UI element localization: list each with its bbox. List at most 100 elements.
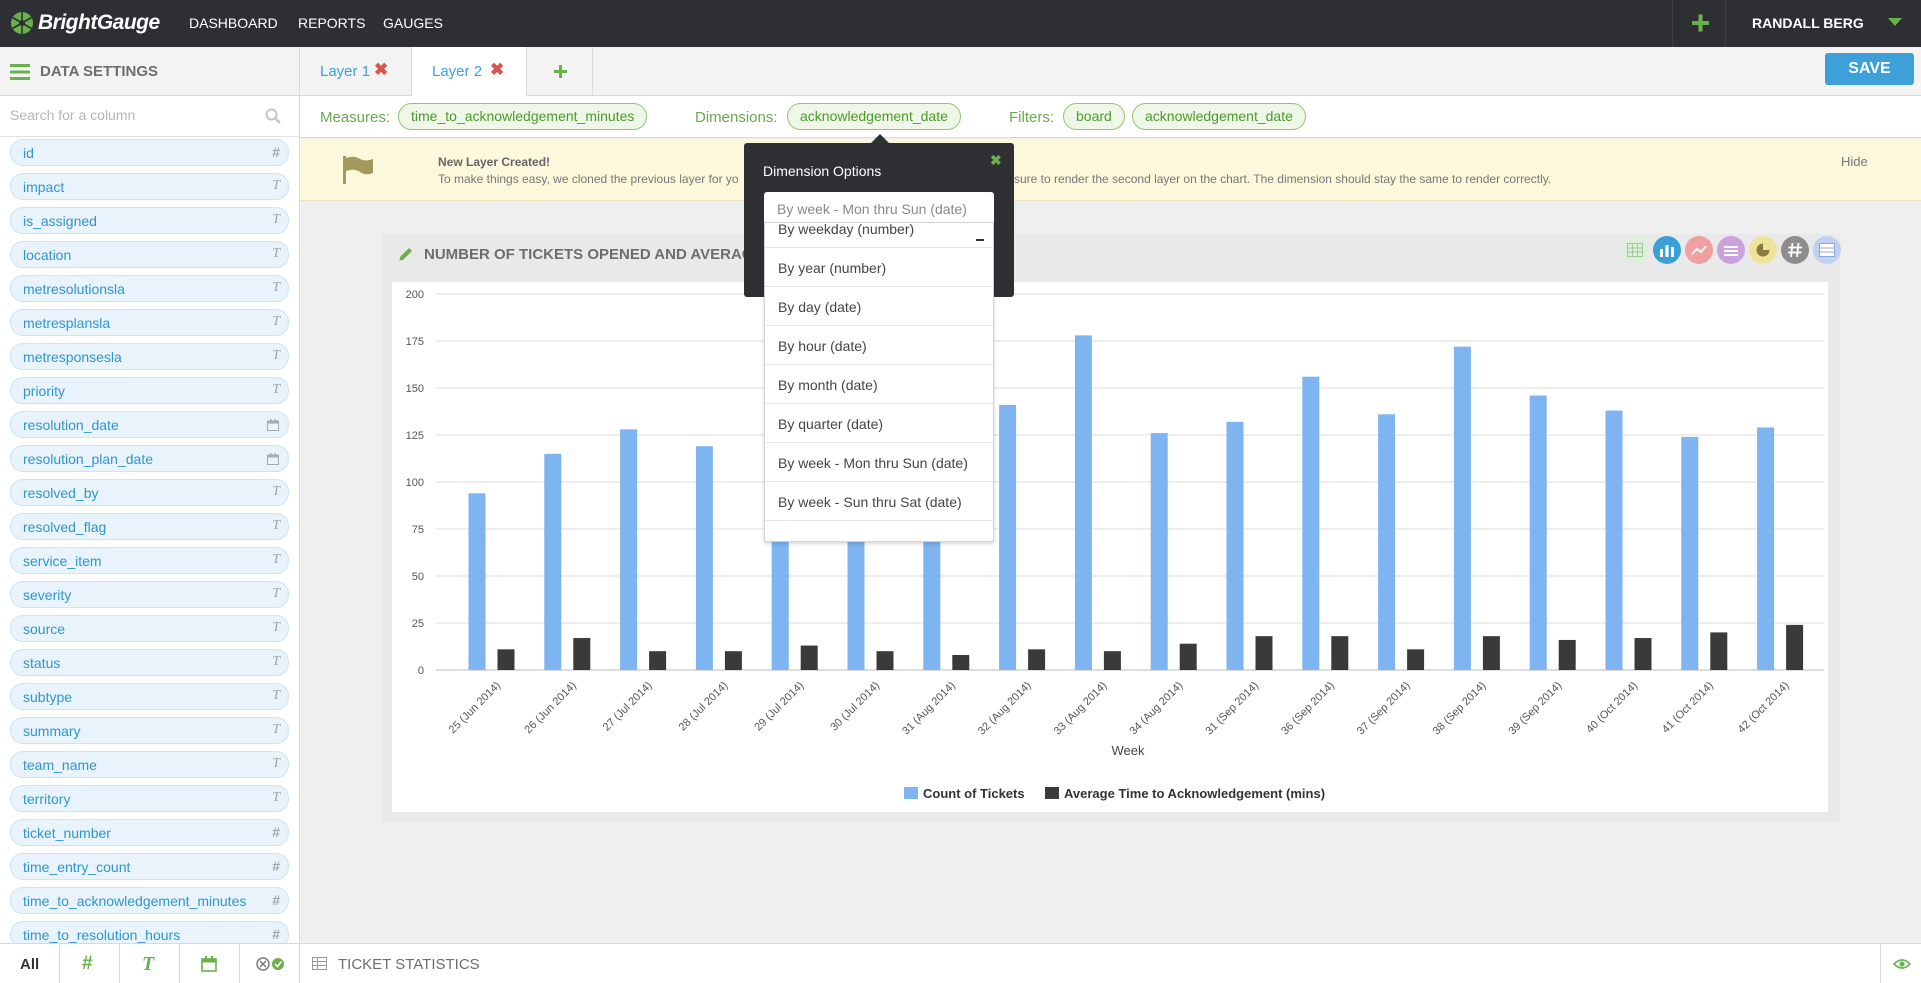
pencil-icon[interactable] — [398, 246, 414, 262]
close-icon[interactable]: ✖ — [374, 60, 389, 79]
number-chart-icon[interactable] — [1781, 236, 1809, 264]
tab-layer-2[interactable]: Layer 2 ✖ — [411, 47, 527, 97]
filter-boolean-button[interactable] — [240, 944, 300, 983]
chevron-down-icon[interactable] — [1888, 17, 1902, 27]
nav-dashboard[interactable]: DASHBOARD — [189, 15, 278, 31]
line-chart-icon[interactable] — [1685, 236, 1713, 264]
area-chart-icon[interactable] — [1717, 236, 1745, 264]
dimension-dropdown: By weekday (number) By year (number) By da… — [764, 222, 994, 542]
column-name: territory — [23, 791, 71, 807]
column-item[interactable]: subtype T — [10, 683, 289, 710]
bar-average-time — [1103, 651, 1121, 670]
column-item[interactable]: is_assigned T — [10, 207, 289, 234]
filter-number-button[interactable]: # — [60, 944, 120, 983]
dimension-pill[interactable]: acknowledgement_date — [787, 103, 961, 130]
search-input[interactable] — [10, 107, 260, 123]
column-name: priority — [23, 383, 66, 399]
column-name: severity — [23, 587, 72, 603]
filter-all-button[interactable]: All — [0, 944, 60, 983]
column-item[interactable]: priority T — [10, 377, 289, 404]
popup-title: Dimension Options — [763, 163, 882, 179]
bottom-bar: All # T TICKET STATISTICS — [0, 943, 1921, 983]
sub-bar: DATA SETTINGS Layer 1 ✖ Layer 2 ✖ SAVE — [0, 47, 1921, 97]
column-item[interactable]: resolution_plan_date — [10, 445, 289, 472]
add-button[interactable] — [1672, 0, 1726, 47]
column-item[interactable]: id # — [10, 139, 289, 166]
column-item[interactable]: summary T — [10, 717, 289, 744]
column-item[interactable]: time_entry_count # — [10, 853, 289, 880]
dimension-select[interactable]: By week - Mon thru Sun (date) — [764, 192, 994, 227]
column-item[interactable]: location T — [10, 241, 289, 268]
calendar-icon — [267, 453, 279, 465]
filter-all-label: All — [20, 956, 40, 973]
dropdown-option[interactable]: By weekday (number) — [765, 223, 993, 248]
dropdown-option[interactable]: By week - Sun thru Sat (date) — [765, 482, 993, 521]
column-item[interactable]: status T — [10, 649, 289, 676]
text-type-icon: T — [272, 280, 280, 295]
tab-layer-1[interactable]: Layer 1 ✖ — [300, 47, 412, 96]
save-button[interactable]: SAVE — [1825, 53, 1914, 85]
y-tick-label: 125 — [406, 430, 424, 442]
bar-count-of-tickets — [1605, 410, 1623, 670]
column-item[interactable]: time_to_acknowledgement_minutes # — [10, 887, 289, 914]
column-item[interactable]: time_to_resolution_hours # — [10, 921, 289, 943]
dropdown-option[interactable]: By day (date) — [765, 287, 993, 326]
chart-title: NUMBER OF TICKETS OPENED AND AVERAG — [424, 246, 754, 263]
preview-button[interactable] — [1880, 944, 1921, 983]
user-menu[interactable]: RANDALL BERG — [1752, 15, 1864, 31]
data-settings-title: DATA SETTINGS — [40, 63, 159, 80]
dropdown-option[interactable]: By week - Mon thru Sun (date) — [765, 443, 993, 482]
hash-icon: # — [82, 953, 93, 974]
bar-count-of-tickets — [847, 538, 865, 670]
column-item[interactable]: metresplansla T — [10, 309, 289, 336]
column-name: resolved_by — [23, 485, 99, 501]
dropdown-option[interactable]: By month (date) — [765, 365, 993, 404]
table-chart-icon[interactable] — [1621, 236, 1649, 264]
legend-label-count: Count of Tickets — [923, 786, 1025, 801]
chart-panel: NUMBER OF TICKETS OPENED AND AVERAG 0 25 5… — [382, 234, 1841, 822]
add-layer-button[interactable] — [527, 47, 593, 96]
bar-average-time — [1407, 649, 1425, 670]
bar-chart-icon[interactable] — [1653, 236, 1681, 264]
hide-link[interactable]: Hide — [1841, 154, 1868, 169]
column-item[interactable]: source T — [10, 615, 289, 642]
close-icon[interactable]: ✖ — [490, 60, 505, 79]
column-item[interactable]: resolved_flag T — [10, 513, 289, 540]
column-item[interactable]: ticket_number # — [10, 819, 289, 846]
dropdown-option[interactable]: By year (number) — [765, 248, 993, 287]
filter-text-button[interactable]: T — [120, 944, 180, 983]
y-tick-label: 175 — [406, 336, 424, 348]
column-item[interactable]: resolved_by T — [10, 479, 289, 506]
column-item[interactable]: resolution_date — [10, 411, 289, 438]
measure-pill[interactable]: time_to_acknowledgement_minutes — [398, 103, 648, 130]
dropdown-option[interactable]: By hour (date) — [765, 326, 993, 365]
filter-pill-acknowledgement-date[interactable]: acknowledgement_date — [1132, 103, 1306, 130]
app-logo[interactable]: BrightGauge — [10, 11, 160, 35]
nav-reports[interactable]: REPORTS — [298, 15, 366, 31]
column-item[interactable]: metresolutionsla T — [10, 275, 289, 302]
dropdown-option[interactable]: By quarter (date) — [765, 404, 993, 443]
search-icon[interactable] — [265, 108, 281, 124]
list-chart-icon[interactable] — [1813, 236, 1841, 264]
column-item[interactable]: team_name T — [10, 751, 289, 778]
hash-icon: # — [272, 858, 280, 874]
column-item[interactable]: service_item T — [10, 547, 289, 574]
hamburger-icon[interactable] — [10, 64, 30, 80]
flag-icon — [343, 156, 373, 184]
filter-date-button[interactable] — [180, 944, 240, 983]
column-item[interactable]: metresponsesla T — [10, 343, 289, 370]
close-icon[interactable]: ✖ — [990, 152, 1002, 168]
x-tick-label: 33 (Aug 2014) — [1052, 680, 1110, 738]
pie-chart-icon[interactable] — [1749, 236, 1777, 264]
column-item[interactable]: severity T — [10, 581, 289, 608]
measures-label: Measures: — [320, 109, 391, 126]
dropdown-scrollbar[interactable] — [976, 223, 984, 241]
option-label: By day (date) — [778, 299, 862, 315]
column-name: location — [23, 247, 72, 263]
dropdown-option-partial[interactable] — [765, 521, 993, 541]
hash-icon: # — [272, 892, 280, 908]
column-item[interactable]: territory T — [10, 785, 289, 812]
column-item[interactable]: impact T — [10, 173, 289, 200]
filter-pill-board[interactable]: board — [1063, 103, 1125, 130]
nav-gauges[interactable]: GAUGES — [383, 15, 443, 31]
